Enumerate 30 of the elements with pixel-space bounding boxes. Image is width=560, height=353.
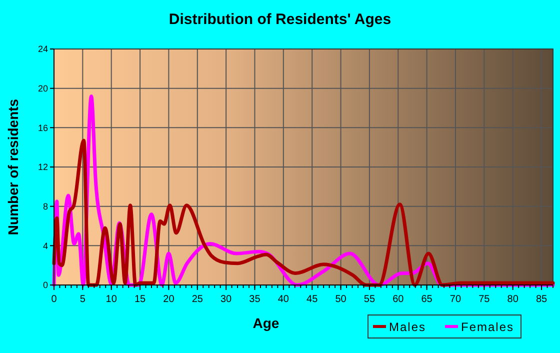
x-tick-label: 20 [163, 294, 175, 305]
x-tick-label: 65 [421, 294, 433, 305]
y-tick-label: 0 [42, 280, 48, 290]
x-tick-label: 25 [192, 294, 204, 305]
y-tick-label: 16 [38, 122, 48, 133]
x-tick-label: 80 [507, 294, 519, 305]
x-tick-label: 40 [278, 294, 290, 305]
x-tick-label: 0 [51, 294, 58, 305]
legend-label: Females [461, 320, 514, 334]
x-tick-label: 35 [249, 294, 261, 305]
x-tick-label: 60 [392, 294, 404, 305]
legend-label: Males [389, 320, 426, 334]
chart-title: Distribution of Residents' Ages [168, 11, 392, 28]
y-tick-label: 8 [42, 201, 48, 212]
y-tick-label: 24 [38, 44, 48, 54]
x-tick-label: 75 [478, 294, 490, 305]
x-tick-label: 10 [106, 294, 118, 305]
x-tick-label: 50 [335, 294, 347, 305]
x-tick-label: 15 [134, 294, 146, 305]
y-tick-label: 12 [38, 162, 48, 172]
x-tick-label: 70 [450, 294, 462, 305]
x-tick-label: 30 [220, 294, 232, 305]
x-tick-label: 55 [364, 294, 376, 305]
x-tick-label: 85 [536, 294, 548, 305]
y-tick-label: 4 [42, 240, 48, 251]
x-axis-title: Age [252, 315, 280, 331]
y-axis-title: Number of residents [5, 98, 21, 236]
y-tick-label: 20 [38, 83, 48, 94]
x-tick-label: 45 [306, 294, 318, 305]
x-tick-label: 5 [80, 294, 86, 305]
